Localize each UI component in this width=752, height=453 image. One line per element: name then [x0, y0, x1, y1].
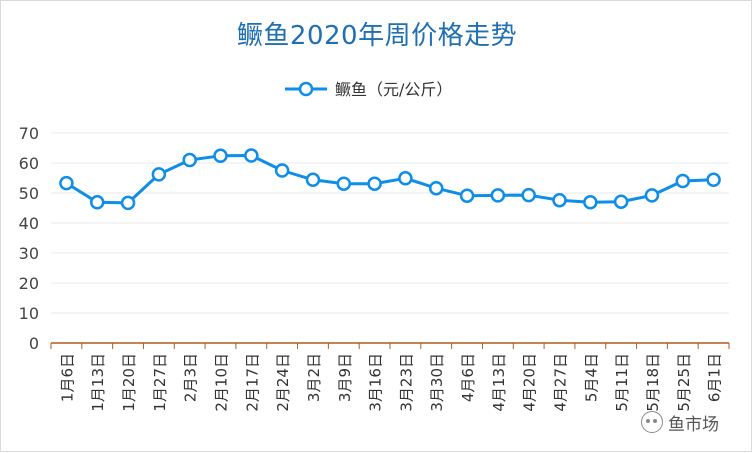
y-tick-label: 30 — [19, 244, 39, 263]
x-tick-label: 4月13日 — [490, 353, 508, 412]
data-point — [89, 195, 105, 210]
data-point — [490, 188, 506, 203]
x-tick-label: 3月30日 — [428, 353, 446, 412]
data-point — [613, 194, 629, 209]
data-point — [428, 180, 444, 196]
y-tick-label: 10 — [19, 304, 39, 323]
data-point — [120, 195, 136, 211]
x-tick-label: 1月27日 — [151, 353, 169, 412]
series-line — [65, 154, 714, 205]
y-tick-label: 60 — [19, 154, 39, 173]
watermark-text: 鱼市场 — [668, 414, 719, 435]
x-tick-label: 1月6日 — [58, 353, 76, 402]
data-point — [521, 187, 536, 203]
y-tick-label: 70 — [19, 124, 39, 143]
data-point — [644, 188, 660, 203]
x-tick-label: 5月11日 — [613, 353, 631, 412]
x-tick-label: 3月9日 — [336, 353, 354, 402]
x-tick-label: 1月20日 — [120, 353, 138, 412]
data-point — [274, 163, 290, 178]
x-tick-label: 2月17日 — [243, 353, 261, 412]
data-point — [459, 188, 475, 203]
x-tick-label: 5月25日 — [675, 353, 693, 412]
data-point — [706, 172, 721, 188]
y-tick-label: 20 — [19, 274, 39, 293]
legend-marker — [298, 81, 314, 97]
x-tick-label: 3月2日 — [305, 353, 323, 402]
x-tick-label: 3月16日 — [367, 353, 385, 412]
data-point — [675, 173, 691, 189]
data-point — [398, 171, 413, 186]
data-point — [552, 192, 567, 208]
x-tick-label: 2月24日 — [274, 353, 292, 412]
data-point — [367, 176, 382, 191]
x-tick-label: 2月3日 — [182, 353, 200, 402]
x-tick-label: 4月27日 — [552, 353, 570, 412]
x-tick-label: 2月10日 — [213, 353, 231, 412]
data-point — [213, 148, 228, 164]
data-point — [151, 167, 167, 182]
data-point — [244, 148, 259, 163]
watermark: 鱼市场 — [641, 409, 719, 435]
x-tick-label: 6月1日 — [706, 353, 724, 402]
data-point — [583, 195, 598, 210]
x-tick-label: 1月13日 — [89, 353, 107, 412]
y-tick-label: 50 — [19, 184, 39, 203]
data-point — [336, 176, 352, 191]
x-tick-label: 4月20日 — [521, 353, 539, 412]
x-tick-label: 5月4日 — [582, 353, 600, 402]
x-tick-label: 4月6日 — [459, 353, 477, 402]
legend-label: 鳜鱼（元/公斤） — [335, 80, 452, 99]
data-point — [305, 172, 321, 188]
x-tick-label: 3月23日 — [397, 353, 415, 412]
y-tick-label: 0 — [29, 334, 39, 353]
y-tick-label: 40 — [19, 214, 39, 233]
data-point — [59, 175, 74, 191]
chart-title: 鳜鱼2020年周价格走势 — [236, 21, 518, 51]
data-point — [182, 152, 197, 168]
wechat-icon — [641, 411, 663, 433]
x-tick-label: 5月18日 — [644, 353, 662, 412]
